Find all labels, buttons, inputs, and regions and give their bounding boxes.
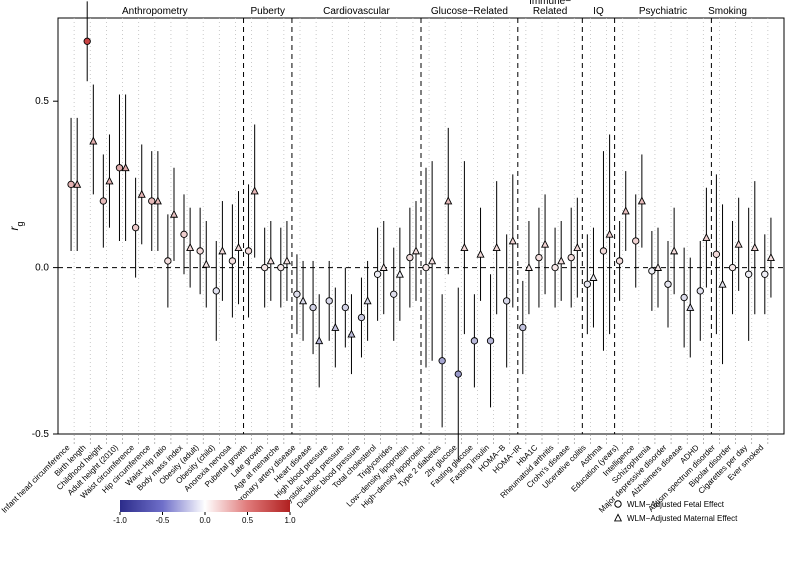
colorbar-tick: 0.5 — [242, 516, 254, 525]
fetal-point — [278, 264, 284, 270]
fetal-point — [633, 238, 639, 244]
y-tick-label: 0.0 — [35, 263, 49, 274]
fetal-point — [762, 271, 768, 277]
fetal-point — [165, 258, 171, 264]
category-label: Psychiatric — [639, 6, 687, 17]
fetal-point — [245, 248, 251, 254]
colorbar — [120, 500, 290, 512]
fetal-point — [423, 264, 429, 270]
legend-label: WLM−Adjusted Fetal Effect — [627, 500, 725, 509]
fetal-point — [697, 288, 703, 294]
fetal-point — [439, 358, 445, 364]
fetal-point — [584, 281, 590, 287]
legend-circle-icon — [615, 501, 621, 507]
fetal-point — [342, 304, 348, 310]
category-label: Immune−Related — [529, 0, 571, 17]
y-tick-label: 0.5 — [35, 96, 49, 107]
fetal-point — [455, 371, 461, 377]
colorbar-tick: 1.0 — [284, 516, 296, 525]
category-label: Cardiovascular — [323, 6, 390, 17]
fetal-point — [713, 251, 719, 257]
fetal-point — [213, 288, 219, 294]
y-tick-label: -0.5 — [32, 429, 50, 440]
fetal-point — [552, 264, 558, 270]
fetal-point — [471, 338, 477, 344]
fetal-point — [600, 248, 606, 254]
fetal-point — [326, 298, 332, 304]
fetal-point — [503, 298, 509, 304]
fetal-point — [294, 291, 300, 297]
fetal-point — [84, 38, 90, 44]
fetal-point — [68, 181, 74, 187]
fetal-point — [729, 264, 735, 270]
fetal-point — [100, 198, 106, 204]
fetal-point — [310, 304, 316, 310]
category-label: Anthropometry — [122, 6, 188, 17]
fetal-point — [149, 198, 155, 204]
legend-label: WLM−Adjusted Maternal Effect — [627, 514, 738, 523]
fetal-point — [568, 254, 574, 260]
fetal-point — [520, 324, 526, 330]
fetal-point — [374, 271, 380, 277]
fetal-point — [487, 338, 493, 344]
colorbar-tick: -1.0 — [113, 516, 127, 525]
genetic-correlation-plot: -0.50.00.5rgInfant head circumferenceBir… — [0, 0, 800, 564]
category-label: Puberty — [250, 6, 284, 17]
colorbar-tick: -0.5 — [156, 516, 170, 525]
category-label: Smoking — [708, 6, 747, 17]
fetal-point — [536, 254, 542, 260]
fetal-point — [616, 258, 622, 264]
fetal-point — [229, 258, 235, 264]
fetal-point — [181, 231, 187, 237]
fetal-point — [665, 281, 671, 287]
fetal-point — [197, 248, 203, 254]
fetal-point — [358, 314, 364, 320]
fetal-point — [132, 224, 138, 230]
fetal-point — [261, 264, 267, 270]
category-label: Glucose−Related — [431, 6, 508, 17]
fetal-point — [407, 254, 413, 260]
fetal-point — [116, 165, 122, 171]
fetal-point — [745, 271, 751, 277]
fetal-point — [391, 291, 397, 297]
fetal-point — [681, 294, 687, 300]
colorbar-tick: 0.0 — [199, 516, 211, 525]
category-label: IQ — [593, 6, 604, 17]
